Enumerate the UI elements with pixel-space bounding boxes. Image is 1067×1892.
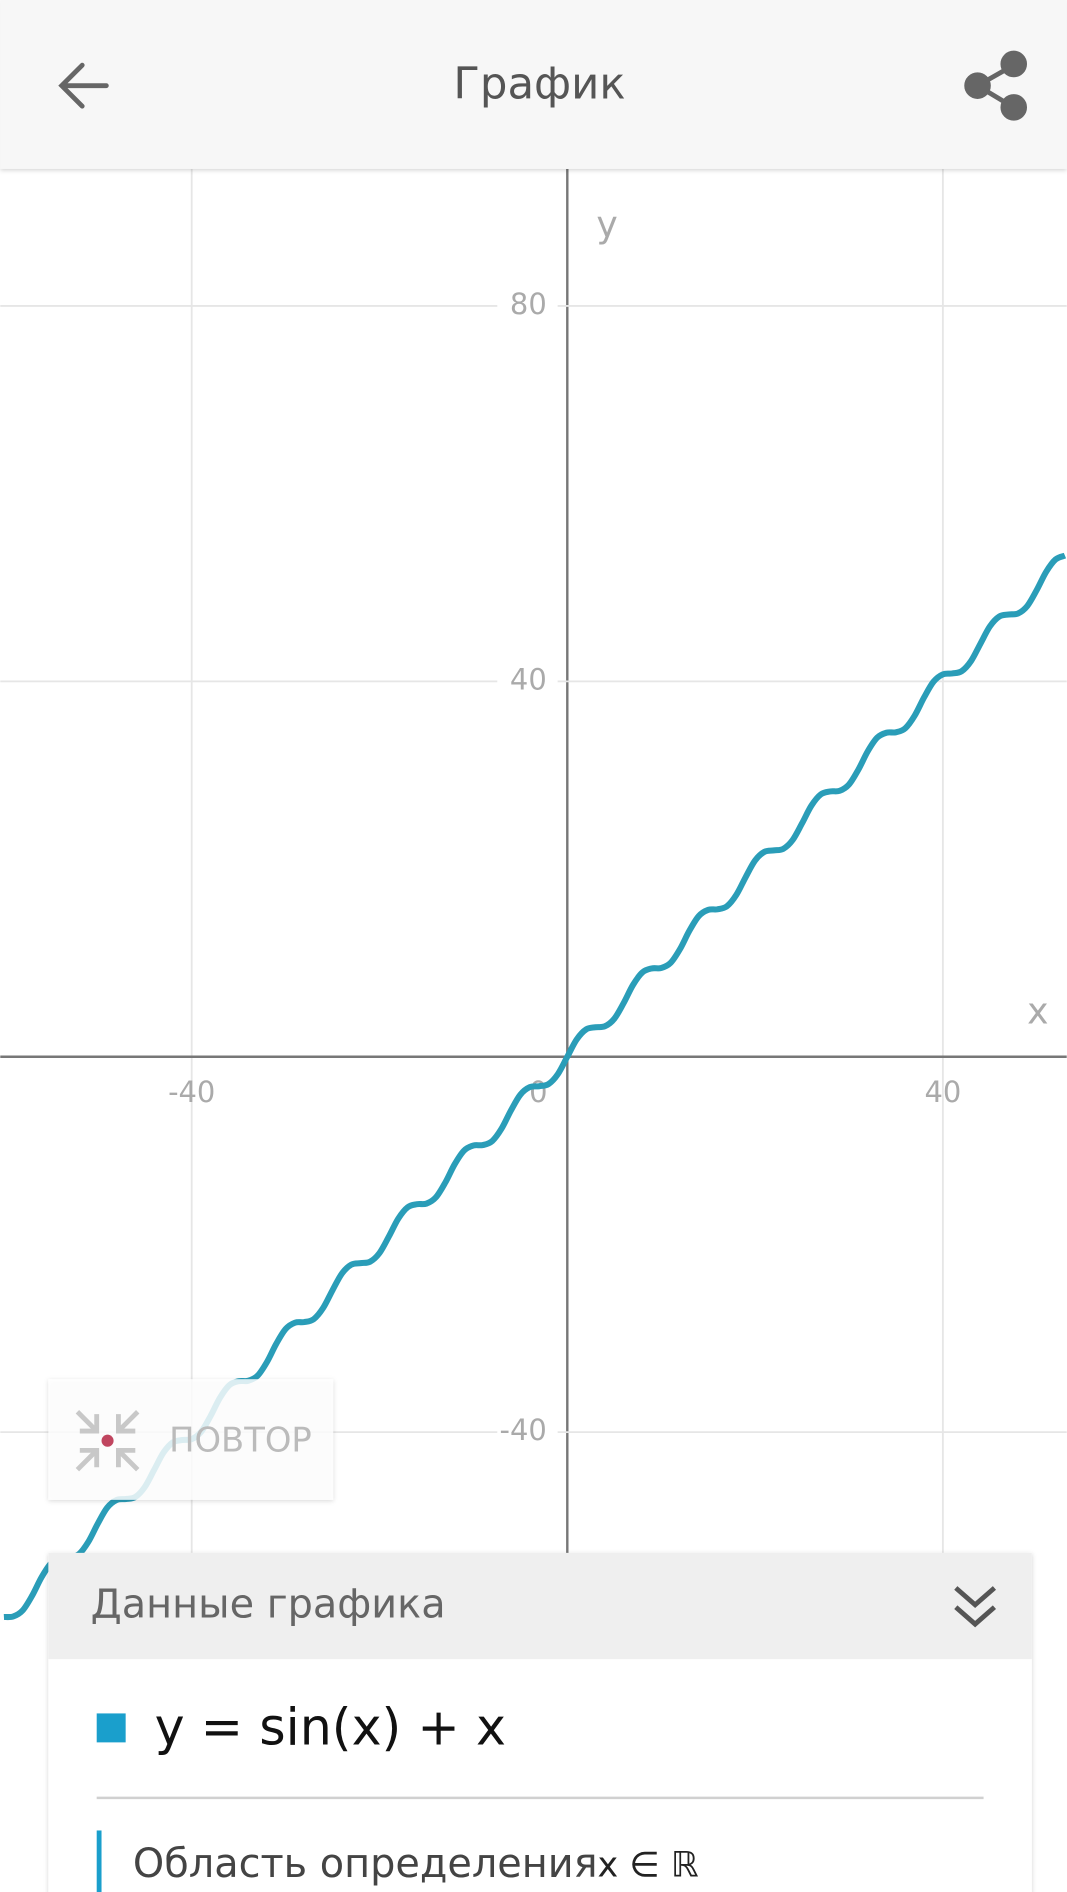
share-button[interactable] <box>964 50 1028 121</box>
data-panel: Данные графика y = sin(x) + x Область оп… <box>48 1552 1032 1892</box>
y-axis-label: y <box>596 203 617 246</box>
app-bar <box>0 0 1067 169</box>
panel-header[interactable] <box>48 1552 1032 1660</box>
repeat-button-bg <box>48 1379 334 1500</box>
y-tick-label: 40 <box>510 662 547 696</box>
x-tick-label: 0 <box>529 1075 547 1109</box>
tick-label-bg <box>497 286 558 326</box>
tick-label-bg <box>497 1412 558 1452</box>
app-title: График <box>453 59 625 109</box>
repeat-icon <box>75 1410 140 1472</box>
repeat-button[interactable]: ПОВТОР <box>48 1379 334 1500</box>
formula: y = sin(x) + x <box>155 1697 506 1756</box>
series-swatch <box>96 1713 126 1743</box>
back-button[interactable] <box>58 62 109 109</box>
repeat-label: ПОВТОР <box>169 1420 312 1459</box>
x-axis-label: x <box>1027 989 1048 1032</box>
x-tick-label: -40 <box>168 1075 215 1109</box>
tick-label-bg <box>497 662 558 701</box>
x-tick-label: 40 <box>924 1075 961 1109</box>
domain-value: x ∈ ℝ <box>597 1846 698 1886</box>
panel-title: Данные графика <box>91 1582 446 1628</box>
domain-label: Область определения <box>133 1841 598 1887</box>
domain-bar <box>96 1830 102 1892</box>
collapse-icon[interactable] <box>954 1586 997 1628</box>
y-tick-label: -40 <box>500 1413 547 1447</box>
repeat-dot <box>101 1434 114 1447</box>
y-tick-label: 80 <box>510 287 547 321</box>
